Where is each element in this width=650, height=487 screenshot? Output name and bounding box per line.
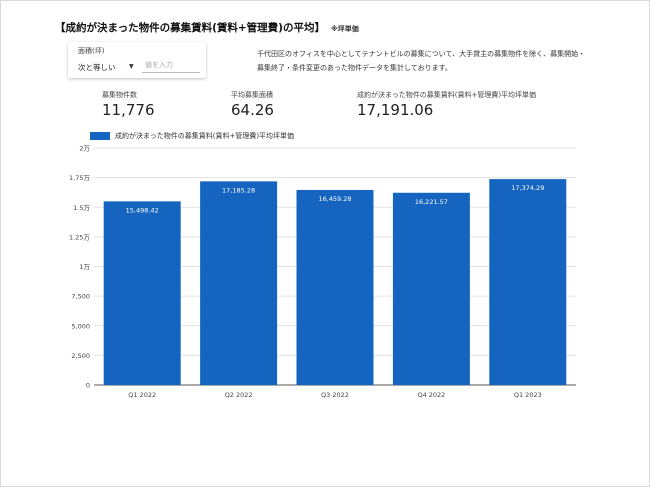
dropdown-arrow-icon[interactable]: ▼ <box>129 63 134 70</box>
x-tick-label: Q2 2022 <box>225 391 253 399</box>
data-label: 16,459.28 <box>318 195 351 203</box>
kpi-label: 成約が決まった物件の募集賃料(賃料+管理費)平均坪単価 <box>357 91 537 99</box>
x-tick-label: Q1 2023 <box>514 391 542 399</box>
y-tick-label: 1.75万 <box>69 174 90 182</box>
y-tick-label: 2,500 <box>71 352 90 360</box>
chart-legend[interactable]: 成約が決まった物件の募集賃料(賃料+管理費)平均坪単価 <box>90 131 294 141</box>
area-filter[interactable]: 面積(坪) 次と等しい ▼ <box>68 42 206 78</box>
bar[interactable] <box>200 181 278 385</box>
x-tick-label: Q1 2022 <box>128 391 156 399</box>
data-label: 17,374.29 <box>511 184 544 192</box>
bar[interactable] <box>392 192 470 385</box>
title-text: 【成約が決まった物件の募集賃料(賃料+管理費)の平均】 <box>55 22 325 34</box>
data-label: 16,221.57 <box>415 198 448 206</box>
filter-label: 面積(坪) <box>78 47 105 55</box>
y-tick-label: 1.5万 <box>73 204 90 212</box>
kpi-listing-count: 募集物件数 11,776 <box>102 90 155 119</box>
filter-value-input[interactable] <box>142 58 200 73</box>
x-tick-label: Q4 2022 <box>417 391 445 399</box>
y-tick-label: 1.25万 <box>69 233 90 241</box>
y-tick-label: 5,000 <box>71 322 90 330</box>
kpi-label: 平均募集面積 <box>231 91 273 99</box>
description-text: 千代田区のオフィスを中心としてテナントビルの募集について、大手貸主の募集物件を除… <box>257 50 586 72</box>
kpi-label: 募集物件数 <box>102 91 137 99</box>
y-tick-label: 0 <box>86 382 90 390</box>
bar[interactable] <box>296 189 374 385</box>
legend-swatch <box>90 132 110 140</box>
kpi-value: 11,776 <box>102 101 155 119</box>
filter-operator-select[interactable]: 次と等しい <box>78 63 116 72</box>
data-label: 15,498.42 <box>126 206 159 214</box>
x-tick-label: Q3 2022 <box>321 391 349 399</box>
title-note: ※坪単価 <box>330 25 359 33</box>
y-tick-label: 2万 <box>79 145 90 153</box>
kpi-value: 64.26 <box>231 101 274 119</box>
bar[interactable] <box>103 201 181 385</box>
kpi-average-unit-price: 成約が決まった物件の募集賃料(賃料+管理費)平均坪単価 17,191.06 <box>357 90 536 119</box>
kpi-average-area: 平均募集面積 64.26 <box>231 90 274 119</box>
data-label: 17,185.28 <box>222 186 255 194</box>
bar[interactable] <box>489 179 567 385</box>
y-tick-label: 7,500 <box>71 293 90 301</box>
y-tick-label: 1万 <box>79 263 90 271</box>
report-title: 【成約が決まった物件の募集賃料(賃料+管理費)の平均】 ※坪単価 <box>55 20 359 35</box>
legend-label: 成約が決まった物件の募集賃料(賃料+管理費)平均坪単価 <box>115 132 295 140</box>
kpi-value: 17,191.06 <box>357 101 434 119</box>
